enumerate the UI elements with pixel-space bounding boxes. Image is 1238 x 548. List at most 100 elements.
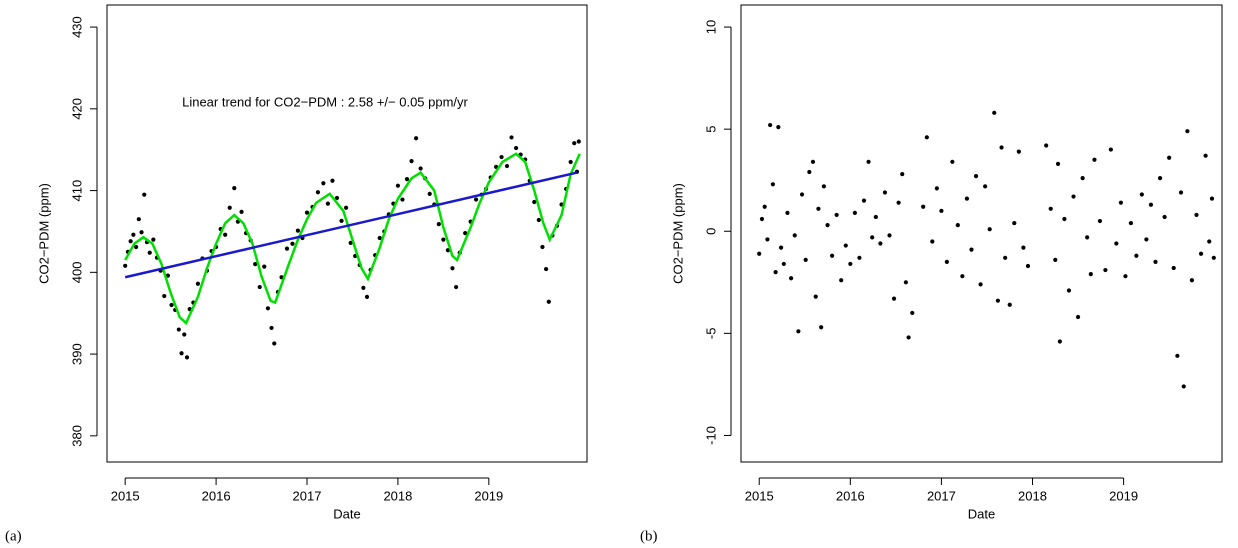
data-point	[1092, 157, 1097, 162]
data-point	[992, 110, 997, 115]
data-point	[325, 201, 331, 206]
data-point	[151, 237, 156, 242]
data-point	[930, 239, 935, 244]
data-point	[1103, 267, 1108, 273]
y-tick-label: 5	[703, 126, 718, 133]
data-point	[133, 244, 139, 250]
data-point	[400, 197, 405, 202]
annotation: Linear trend for CO2−PDM : 2.58 +/− 0.05…	[182, 94, 468, 109]
data-point	[1021, 245, 1026, 250]
data-point	[978, 282, 983, 287]
data-point	[1062, 216, 1067, 222]
data-point	[436, 221, 441, 227]
x-axis-label: Date	[333, 506, 360, 521]
y-tick-label: 400	[69, 261, 84, 283]
data-point	[866, 159, 871, 164]
y-tick-label: 380	[69, 425, 84, 447]
data-point	[796, 329, 801, 334]
data-point	[139, 230, 144, 235]
data-point	[896, 200, 901, 205]
data-point	[441, 237, 446, 242]
data-point	[540, 244, 545, 250]
data-point	[536, 217, 541, 223]
data-point	[1075, 314, 1081, 320]
data-point	[792, 233, 797, 238]
data-point	[803, 257, 808, 262]
data-point	[882, 190, 888, 195]
data-point	[239, 209, 244, 214]
data-point	[762, 204, 767, 209]
data-point	[1128, 220, 1134, 226]
data-point	[1012, 220, 1017, 226]
data-point	[873, 214, 878, 220]
data-point	[999, 145, 1004, 150]
x-axis-label: Date	[968, 506, 995, 521]
data-point	[315, 190, 321, 195]
data-point	[227, 205, 232, 210]
data-point	[768, 122, 773, 128]
data-point	[944, 259, 949, 264]
data-point	[1175, 353, 1180, 358]
data-point	[778, 245, 784, 250]
data-point	[499, 154, 504, 160]
data-point	[262, 264, 267, 269]
data-point	[1153, 259, 1158, 264]
data-point	[136, 217, 141, 222]
data-point	[781, 261, 786, 267]
plot-frame	[740, 4, 1223, 463]
data-point	[576, 139, 581, 144]
data-point	[195, 281, 201, 286]
data-point	[821, 184, 826, 189]
data-point	[1162, 214, 1167, 220]
data-point	[1134, 253, 1139, 258]
data-point	[1178, 190, 1184, 195]
data-point	[257, 284, 262, 290]
x-tick-label: 2015	[111, 488, 140, 503]
data-point	[995, 298, 1000, 303]
data-point	[504, 163, 510, 169]
data-point	[773, 269, 778, 275]
data-point	[807, 169, 812, 175]
data-point	[463, 230, 468, 236]
x-tick-label: 2017	[927, 488, 956, 503]
data-point	[1118, 200, 1123, 205]
data-point	[861, 198, 867, 203]
data-point	[272, 341, 277, 346]
data-point	[123, 263, 128, 268]
x-tick-label: 2018	[1018, 488, 1047, 503]
data-point	[162, 293, 167, 299]
data-point	[848, 261, 853, 267]
data-point	[878, 241, 883, 246]
data-point	[906, 335, 911, 340]
data-point	[960, 274, 965, 279]
data-point	[934, 186, 939, 191]
data-point	[1016, 149, 1021, 154]
data-point	[1053, 257, 1058, 262]
y-tick-label: 430	[69, 16, 84, 38]
data-point	[395, 183, 401, 188]
data-point	[810, 159, 816, 164]
data-point	[445, 248, 451, 253]
data-point	[1171, 265, 1176, 271]
data-point	[1211, 255, 1216, 260]
data-point	[1189, 278, 1195, 283]
data-point	[870, 235, 875, 240]
data-point	[1057, 339, 1062, 344]
data-point	[184, 355, 190, 360]
data-point	[543, 266, 549, 272]
data-point	[253, 262, 258, 267]
data-point	[921, 204, 926, 209]
data-point	[765, 237, 770, 242]
data-point	[304, 210, 310, 215]
data-point	[453, 284, 459, 290]
x-tick-label: 2019	[474, 488, 503, 503]
data-point	[284, 246, 290, 251]
data-point	[969, 247, 974, 252]
data-point	[572, 141, 577, 146]
data-point	[290, 241, 295, 246]
data-point	[1007, 302, 1012, 307]
y-tick-label: 10	[703, 20, 718, 34]
x-tick-label: 2016	[202, 488, 231, 503]
data-point	[839, 278, 844, 283]
